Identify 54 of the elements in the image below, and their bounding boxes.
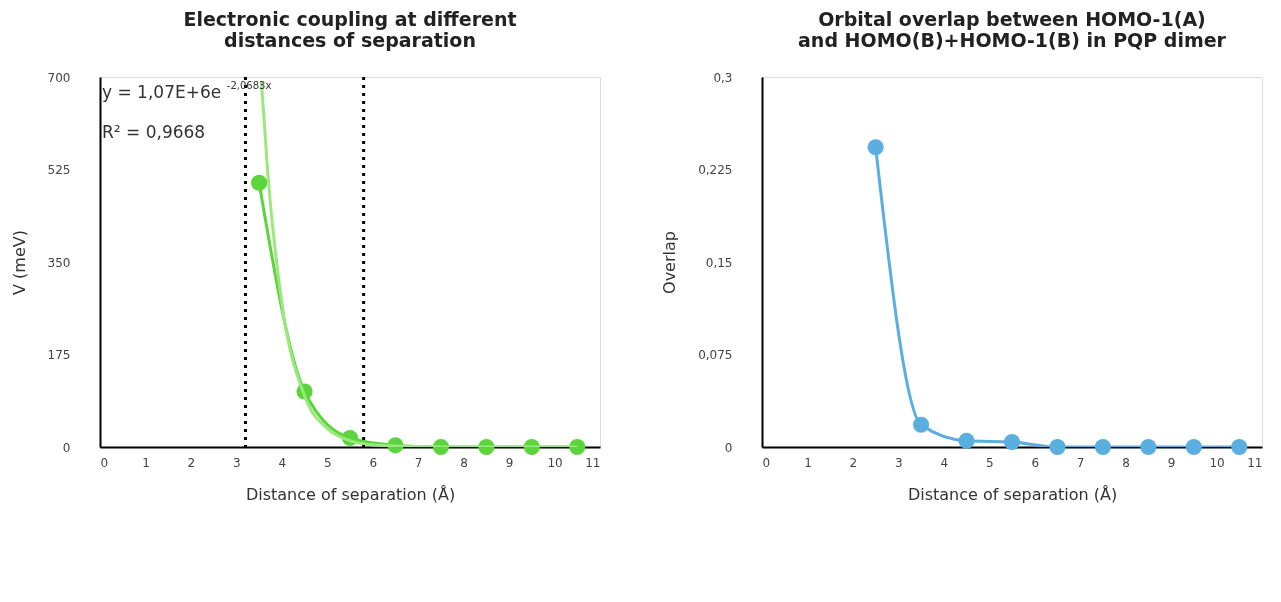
point <box>478 438 495 456</box>
x-tick-label: 3 <box>895 455 903 470</box>
x-tick-label: 0 <box>100 455 109 470</box>
point <box>569 438 586 456</box>
point <box>1049 438 1066 456</box>
y-tick-label: 0 <box>62 440 71 455</box>
y-tick-label: 175 <box>47 348 71 362</box>
y-tick-label: 0,225 <box>698 163 733 177</box>
x-tick-label: 7 <box>414 455 423 470</box>
chart-title: Orbital overlap between HOMO-1(A) and HOMO(B)+HOMO-1(B) in PQP dimer <box>798 8 1227 51</box>
x-tick-label: 11 <box>585 455 601 470</box>
x-tick-label: 3 <box>233 455 241 470</box>
x-tick-label: 10 <box>547 455 563 470</box>
x-tick-label: 1 <box>804 455 812 470</box>
point <box>867 139 884 156</box>
point <box>251 174 268 191</box>
y-tick-label: 0 <box>724 440 733 455</box>
point <box>523 438 540 456</box>
x-tick-label: 9 <box>1167 455 1176 470</box>
x-tick-label: 2 <box>849 455 858 470</box>
point <box>1094 438 1111 456</box>
x-tick-label: 2 <box>187 455 196 470</box>
point <box>1231 438 1248 456</box>
x-tick-label: 0 <box>762 455 771 470</box>
y-tick-label: 700 <box>47 70 71 85</box>
x-axis-title: Distance of separation (Å) <box>907 484 1118 504</box>
x-tick-label: 5 <box>985 455 994 470</box>
point <box>1003 434 1021 451</box>
x-tick-label: 10 <box>1209 455 1225 470</box>
point <box>1185 438 1202 456</box>
chart-title: Electronic coupling at different distances of separation <box>183 8 517 51</box>
y-axis-title: V (meV) <box>9 230 29 295</box>
y-tick-label: 0,15 <box>705 255 733 270</box>
point <box>913 416 930 433</box>
point <box>1140 438 1157 456</box>
x-tick-label: 4 <box>940 455 949 470</box>
x-tick-label: 8 <box>460 455 468 470</box>
x-tick-label: 1 <box>142 455 150 470</box>
x-tick-label: 6 <box>369 455 378 470</box>
x-tick-label: 7 <box>1076 455 1085 470</box>
x-tick-label: 9 <box>505 455 514 470</box>
x-tick-label: 11 <box>1247 455 1263 470</box>
y-tick-label: 525 <box>47 163 71 177</box>
y-axis-title: Overlap <box>660 231 680 294</box>
x-tick-label: 4 <box>278 455 287 470</box>
y-tick-label: 350 <box>47 255 71 270</box>
y-tick-label: 0,3 <box>713 70 733 85</box>
x-tick-label: 6 <box>1031 455 1040 470</box>
point <box>958 432 975 449</box>
x-tick-label: 8 <box>1122 455 1130 470</box>
annotation: R² = 0,9668 <box>102 122 206 142</box>
x-axis-title: Distance of separation (Å) <box>245 484 456 504</box>
y-tick-label: 0,075 <box>698 348 733 362</box>
x-tick-label: 5 <box>323 455 332 470</box>
